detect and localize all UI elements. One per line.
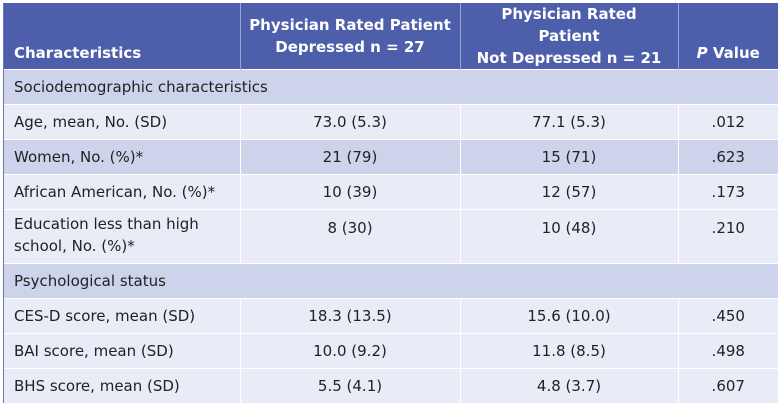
header-p-italic: P bbox=[696, 44, 708, 62]
table-row: BAI score, mean (SD) 10.0 (9.2) 11.8 (8.… bbox=[4, 333, 778, 369]
header-p-value: P Value bbox=[678, 3, 778, 70]
row-label: African American, No. (%)* bbox=[4, 174, 241, 210]
table-row: Women, No. (%)* 21 (79) 15 (71) .623 bbox=[4, 139, 778, 175]
cell-not-depressed: 15 (71) bbox=[460, 139, 679, 175]
cell-not-depressed: 11.8 (8.5) bbox=[460, 333, 679, 369]
header-not-depressed-line2: Not Depressed n = 21 bbox=[476, 49, 662, 67]
section-row: Sociodemographic characteristics bbox=[4, 69, 778, 105]
cell-p-value: .173 bbox=[678, 174, 778, 210]
section-row: Psychological status bbox=[4, 263, 778, 299]
row-label-line1: Education less than high bbox=[14, 215, 199, 233]
header-depressed-line1: Physician Rated Patient bbox=[249, 16, 451, 34]
row-label: BHS score, mean (SD) bbox=[4, 368, 241, 403]
table-row: Education less than high school, No. (%)… bbox=[4, 209, 778, 264]
header-not-depressed: Physician Rated Patient Not Depressed n … bbox=[460, 3, 679, 70]
cell-not-depressed: 77.1 (5.3) bbox=[460, 104, 679, 140]
row-label: Age, mean, No. (SD) bbox=[4, 104, 241, 140]
table-row: Age, mean, No. (SD) 73.0 (5.3) 77.1 (5.3… bbox=[4, 104, 778, 140]
cell-depressed: 18.3 (13.5) bbox=[240, 298, 461, 334]
cell-depressed: 10 (39) bbox=[240, 174, 461, 210]
row-label: BAI score, mean (SD) bbox=[4, 333, 241, 369]
cell-p-value: .450 bbox=[678, 298, 778, 334]
cell-p-value: .607 bbox=[678, 368, 778, 403]
cell-p-value: .012 bbox=[678, 104, 778, 140]
cell-p-value: .210 bbox=[678, 209, 778, 264]
table-header-row: Characteristics Physician Rated Patient … bbox=[4, 3, 778, 70]
cell-depressed: 73.0 (5.3) bbox=[240, 104, 461, 140]
cell-not-depressed: 12 (57) bbox=[460, 174, 679, 210]
table-row: CES-D score, mean (SD) 18.3 (13.5) 15.6 … bbox=[4, 298, 778, 334]
cell-depressed: 8 (30) bbox=[240, 209, 461, 264]
characteristics-table: Characteristics Physician Rated Patient … bbox=[4, 3, 778, 403]
cell-depressed: 5.5 (4.1) bbox=[240, 368, 461, 403]
row-label: CES-D score, mean (SD) bbox=[4, 298, 241, 334]
cell-p-value: .498 bbox=[678, 333, 778, 369]
header-depressed: Physician Rated Patient Depressed n = 27 bbox=[240, 3, 461, 70]
section-title: Psychological status bbox=[4, 263, 778, 299]
row-label: Education less than high school, No. (%)… bbox=[4, 209, 241, 264]
cell-depressed: 10.0 (9.2) bbox=[240, 333, 461, 369]
header-depressed-line2: Depressed n = 27 bbox=[275, 38, 425, 56]
header-p-rest: Value bbox=[707, 44, 760, 62]
row-label-line2: school, No. (%)* bbox=[14, 237, 135, 255]
table-row: African American, No. (%)* 10 (39) 12 (5… bbox=[4, 174, 778, 210]
cell-not-depressed: 10 (48) bbox=[460, 209, 679, 264]
header-not-depressed-line1: Physician Rated Patient bbox=[501, 5, 637, 45]
cell-not-depressed: 4.8 (3.7) bbox=[460, 368, 679, 403]
section-title: Sociodemographic characteristics bbox=[4, 69, 778, 105]
cell-depressed: 21 (79) bbox=[240, 139, 461, 175]
cell-not-depressed: 15.6 (10.0) bbox=[460, 298, 679, 334]
characteristics-table-container: Characteristics Physician Rated Patient … bbox=[3, 3, 778, 403]
table-row: BHS score, mean (SD) 5.5 (4.1) 4.8 (3.7)… bbox=[4, 368, 778, 403]
header-characteristics: Characteristics bbox=[4, 3, 241, 70]
row-label: Women, No. (%)* bbox=[4, 139, 241, 175]
cell-p-value: .623 bbox=[678, 139, 778, 175]
